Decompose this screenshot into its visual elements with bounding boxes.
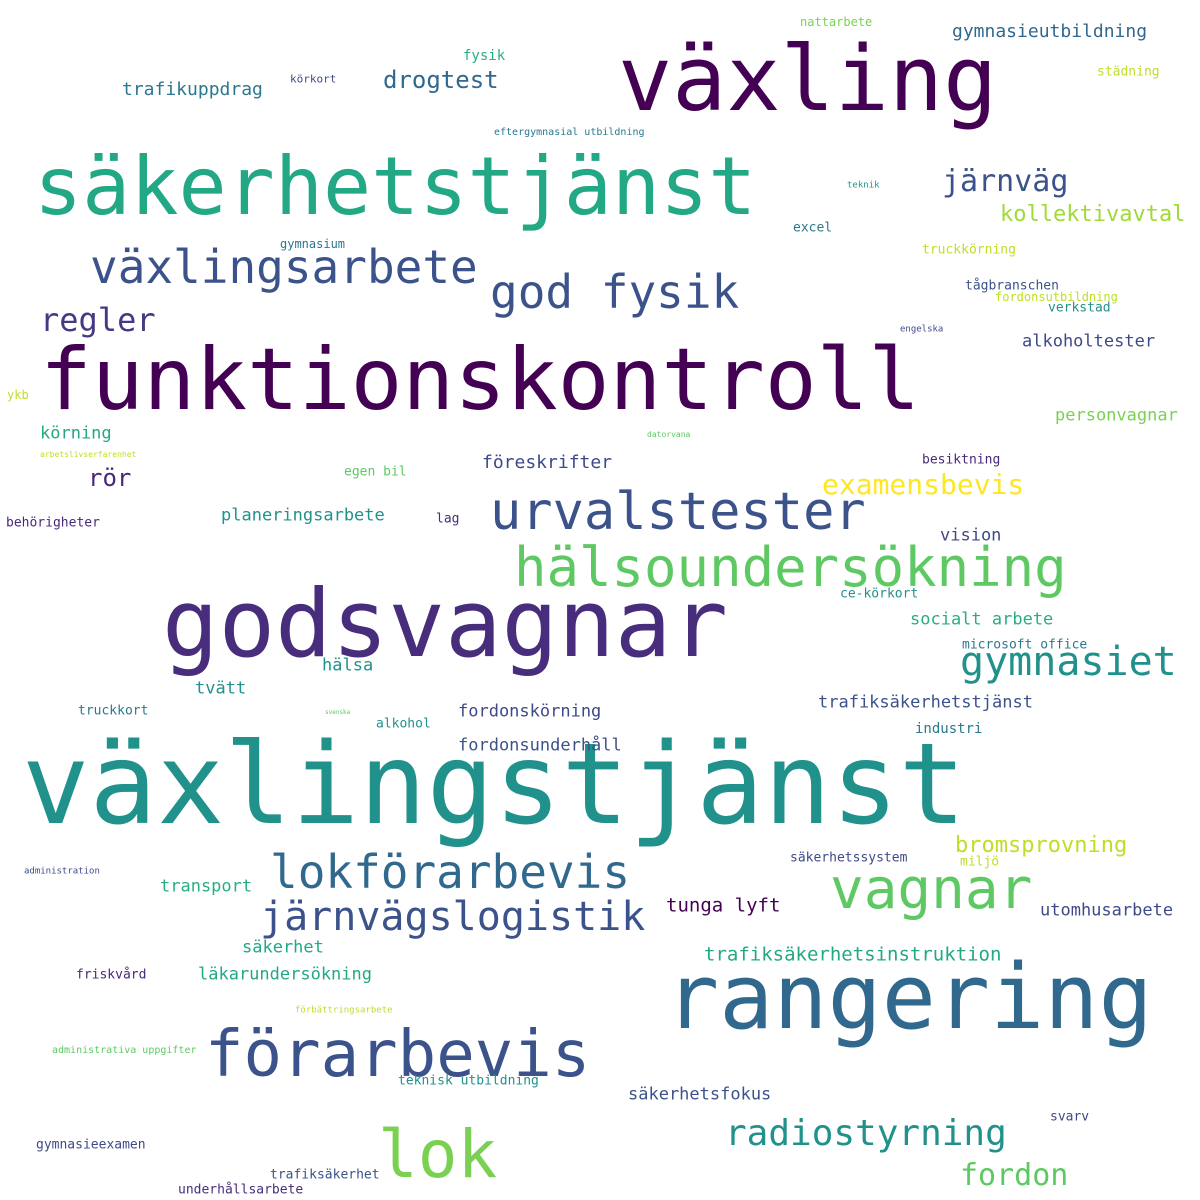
word-friskvard: friskvård [76, 967, 147, 983]
word-vision: vision [940, 525, 1002, 546]
word-eftergymnasial-utbildning: eftergymnasial utbildning [494, 127, 645, 138]
word-halsoundersokning: hälsoundersökning [514, 536, 1067, 599]
word-trafiksakerhetsinstruktion: trafiksäkerhetsinstruktion [704, 943, 1002, 966]
word-alkoholtester: alkoholtester [1022, 331, 1156, 352]
word-alkohol: alkohol [376, 716, 431, 732]
word-nattarbete: nattarbete [800, 15, 873, 29]
word-fordon: fordon [960, 1158, 1069, 1193]
word-planeringsarbete: planeringsarbete [221, 505, 385, 526]
word-forarbevis: förarbevis [205, 1018, 591, 1092]
word-stadning: städning [1097, 64, 1160, 80]
word-teknisk-utbildning: teknisk utbildning [398, 1073, 539, 1089]
word-excel: excel [793, 220, 833, 236]
word-ce-korkort: ce-körkort [840, 586, 919, 602]
word-truckkorning: truckkörning [922, 242, 1016, 258]
word-lakarundersokning: läkarundersökning [198, 964, 372, 985]
word-gymnasieexamen: gymnasieexamen [36, 1137, 146, 1153]
word-gymnasiet: gymnasiet [960, 639, 1177, 685]
word-drogtest: drogtest [383, 66, 499, 94]
word-engelska: engelska [900, 324, 944, 335]
word-korning: körning [40, 423, 112, 444]
word-lag: lag [436, 511, 460, 527]
word-socialt-arbete: socialt arbete [910, 609, 1054, 630]
word-fysik: fysik [463, 48, 506, 64]
word-egen-bil: egen bil [344, 464, 407, 480]
word-tvatt: tvätt [195, 678, 247, 699]
word-sakerhet: säkerhet [242, 937, 324, 958]
word-vagnar: vagnar [830, 857, 1033, 922]
word-arbetslivserfarenhet: arbetslivserfarenhet [40, 450, 137, 459]
word-administration: administration [24, 866, 100, 877]
word-miljo: miljö [960, 854, 1000, 870]
word-bromsprovning: bromsprovning [955, 833, 1128, 858]
word-fordonskorning: fordonskörning [458, 701, 602, 722]
word-vaxlingstjanst: växlingstjänst [22, 720, 967, 850]
word-jarnvagslogistik: järnvägslogistik [260, 894, 646, 940]
word-god-fysik: god fysik [490, 265, 740, 319]
word-microsoft-office: microsoft office [962, 637, 1088, 653]
word-kollektivavtal: kollektivavtal [1000, 202, 1186, 227]
word-svenska: svenska [325, 709, 351, 716]
word-jarnvag: järnväg [942, 164, 1069, 199]
word-verkstad: verkstad [1048, 300, 1111, 316]
word-funktionskontroll: funktionskontroll [40, 330, 921, 430]
word-foreskrifter: föreskrifter [482, 452, 613, 473]
word-teknik: teknik [847, 180, 880, 191]
word-regler: regler [40, 301, 156, 339]
word-gymnasieutbildning: gymnasieutbildning [952, 21, 1148, 42]
word-trafiksakerhetstjanst: trafiksäkerhetstjänst [818, 692, 1033, 713]
word-sakerhetsfokus: säkerhetsfokus [628, 1084, 772, 1105]
word-besiktning: besiktning [922, 452, 1001, 468]
word-sakerhetstjanst: säkerhetstjänst [34, 140, 757, 233]
word-trafikuppdrag: trafikuppdrag [122, 79, 263, 100]
word-fordonsutbildning: fordonsutbildning [995, 290, 1118, 304]
word-rangering: rangering [665, 945, 1153, 1050]
word-vaxlingsarbete: växlingsarbete [90, 240, 478, 294]
word-truckkort: truckkort [78, 703, 149, 719]
word-behorigheter: behörigheter [6, 515, 100, 531]
word-utomhusarbete: utomhusarbete [1040, 900, 1174, 921]
word-vaxling: växling [618, 27, 998, 132]
word-administrativa-uppgifter: administrativa uppgifter [52, 1045, 197, 1056]
word-transport: transport [160, 876, 253, 897]
word-korkort: körkort [290, 72, 337, 86]
word-radiostyrning: radiostyrning [725, 1113, 1007, 1154]
word-underhallsarbete: underhållsarbete [178, 1182, 304, 1198]
word-tunga-lyft: tunga lyft [666, 894, 781, 917]
word-tagbranschen: tågbranschen [965, 278, 1059, 294]
word-fordonsunderhall: fordonsunderhåll [458, 735, 622, 756]
word-personvagnar: personvagnar [1055, 405, 1178, 426]
word-datorvana: datorvana [647, 430, 691, 439]
word-sakerhetssystem: säkerhetssystem [790, 850, 908, 866]
word-forbattringsarbete: förbättringsarbete [295, 1005, 393, 1016]
word-lokforarbevis: lokförarbevis [270, 845, 631, 899]
word-halsa: hälsa [322, 655, 374, 676]
word-urvalstester: urvalstester [490, 482, 866, 542]
word-godsvagnar: godsvagnar [162, 570, 728, 679]
word-trafiksakerhet: trafiksäkerhet [270, 1167, 380, 1183]
word-industri: industri [915, 721, 983, 737]
word-ror: rör [88, 464, 132, 492]
word-lok: lok [378, 1116, 498, 1193]
word-gymnasium: gymnasium [280, 237, 346, 251]
word-svarv: svarv [1050, 1109, 1090, 1125]
word-ykb: ykb [7, 388, 29, 402]
word-examensbevis: examensbevis [822, 468, 1025, 501]
